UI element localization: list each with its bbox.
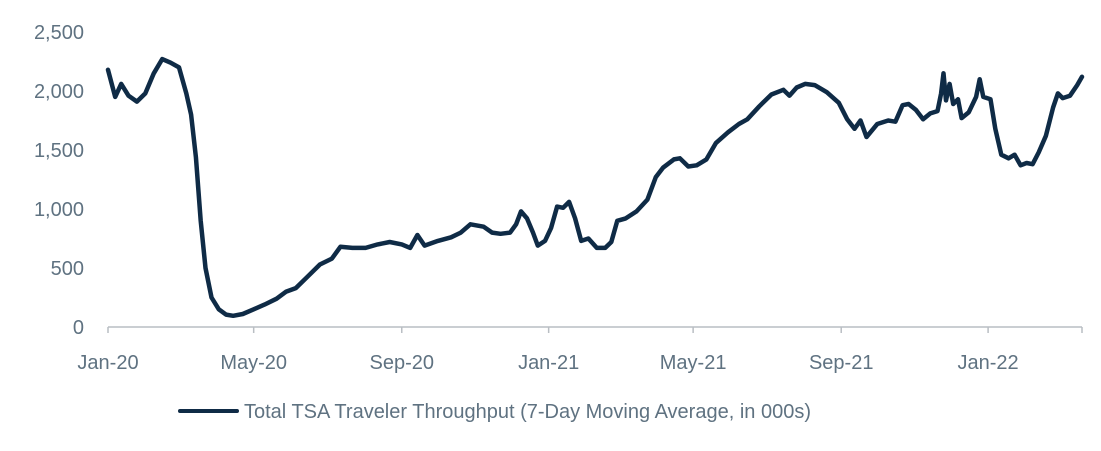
y-tick-label: 500 — [51, 258, 84, 280]
y-tick-label: 0 — [73, 317, 84, 339]
x-axis-ticks — [107, 327, 1083, 333]
x-tick-label: Sep-20 — [370, 352, 435, 374]
y-tick-label: 1,500 — [34, 140, 84, 162]
series-group — [105, 56, 1085, 319]
x-tick-label: Sep-21 — [809, 352, 874, 374]
series-line — [105, 56, 1085, 319]
x-tick-label: May-20 — [220, 352, 287, 374]
x-tick-label: Jan-22 — [958, 352, 1019, 374]
y-tick-label: 2,000 — [34, 81, 84, 103]
legend: Total TSA Traveler Throughput (7-Day Mov… — [178, 401, 811, 423]
x-tick-label: May-21 — [660, 352, 727, 374]
y-axis-tick-labels: 0 500 1,000 1,500 2,000 2,500 — [34, 22, 84, 339]
y-tick-label: 1,000 — [34, 199, 84, 221]
x-tick-label: Jan-20 — [77, 352, 138, 374]
x-axis-tick-labels: Jan-20 May-20 Sep-20 Jan-21 May-21 Sep-21 Jan-… — [77, 352, 1018, 374]
legend-label: Total TSA Traveler Throughput (7-Day Mov… — [244, 401, 811, 423]
y-tick-label: 2,500 — [34, 22, 84, 44]
x-tick-label: Jan-21 — [518, 352, 579, 374]
